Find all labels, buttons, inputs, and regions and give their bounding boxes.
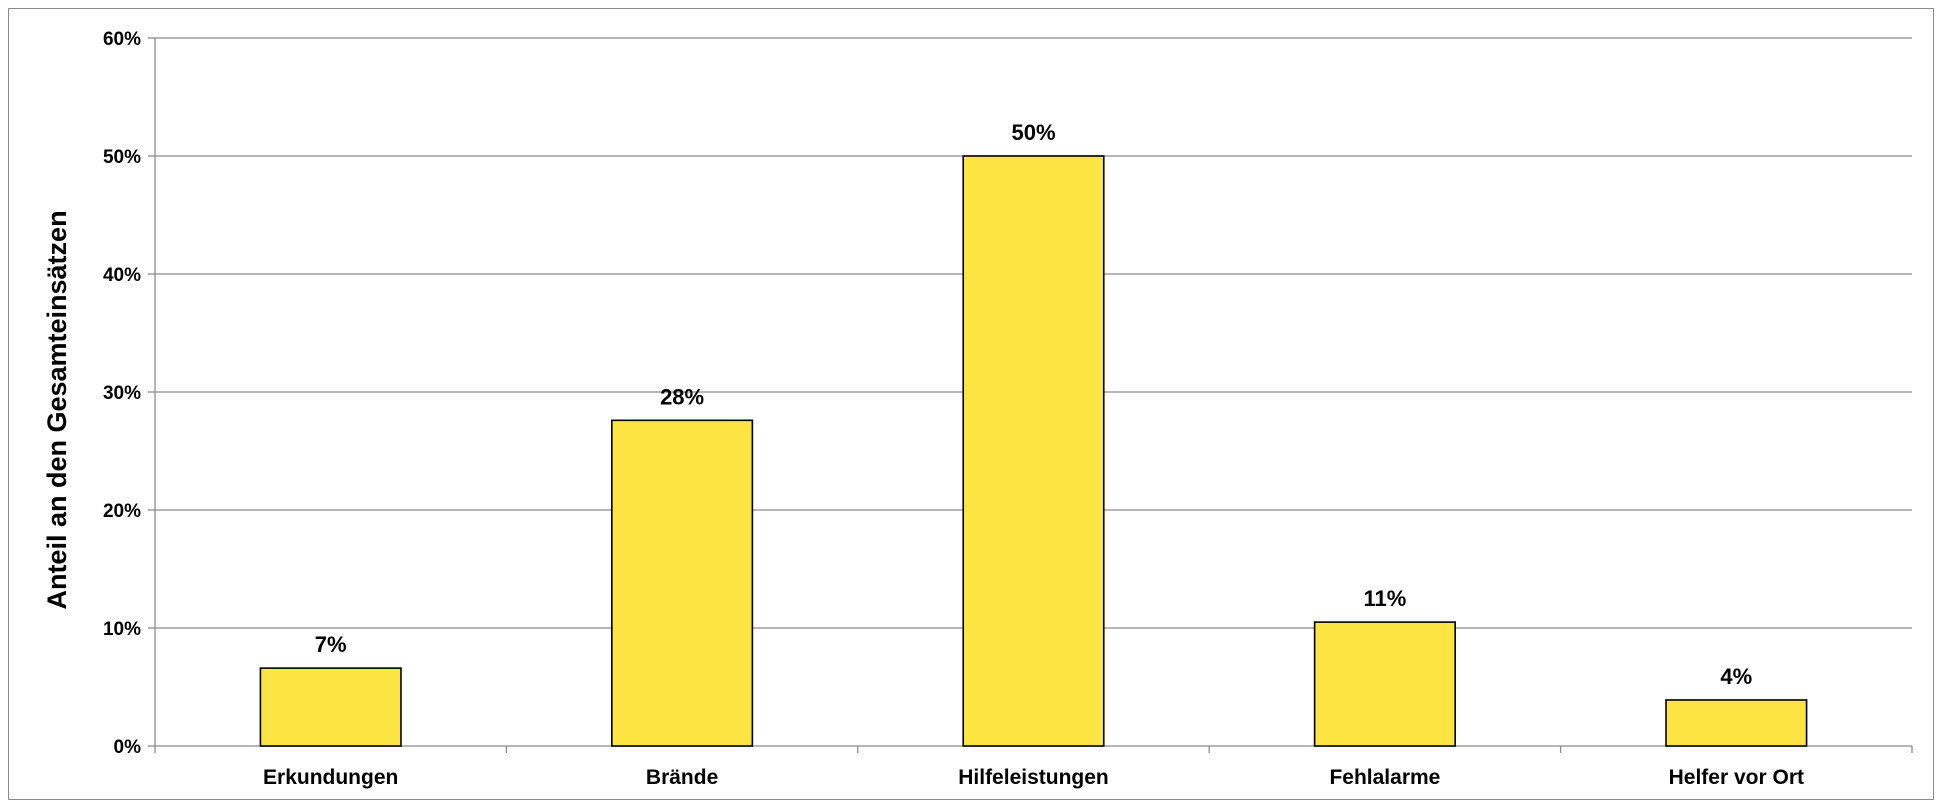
y-tick-label: 40% [103, 265, 141, 286]
labels: 0% 10% 20% 30% 40% 50% 60% 7% Erkundungen 28% Brän… [103, 29, 1804, 789]
y-tick-label: 0% [114, 737, 142, 758]
y-tick-label: 20% [103, 501, 141, 522]
data-label: 28% [660, 384, 704, 409]
bar-1 [611, 419, 754, 747]
x-category-label: Brände [646, 766, 718, 789]
bars [259, 155, 1808, 747]
y-tick-label: 30% [103, 383, 141, 404]
data-label: 7% [315, 632, 347, 657]
y-tick-label: 50% [103, 147, 141, 168]
y-tick-label: 10% [103, 619, 141, 640]
data-label: 4% [1720, 664, 1752, 689]
data-label: 50% [1011, 120, 1055, 145]
y-tick-label: 60% [103, 29, 141, 50]
data-label: 11% [1363, 586, 1406, 611]
x-category-label: Erkundungen [263, 766, 398, 789]
bar-0 [259, 667, 402, 747]
bar-4 [1665, 699, 1808, 747]
y-axis-title: Anteil an den Gesamteinsätzen [42, 210, 72, 609]
x-category-label: Helfer vor Ort [1669, 766, 1804, 789]
x-category-label: Fehlalarme [1329, 766, 1440, 789]
bar-2 [962, 155, 1105, 747]
bar-3 [1313, 621, 1456, 747]
x-category-label: Hilfeleistungen [958, 766, 1109, 789]
